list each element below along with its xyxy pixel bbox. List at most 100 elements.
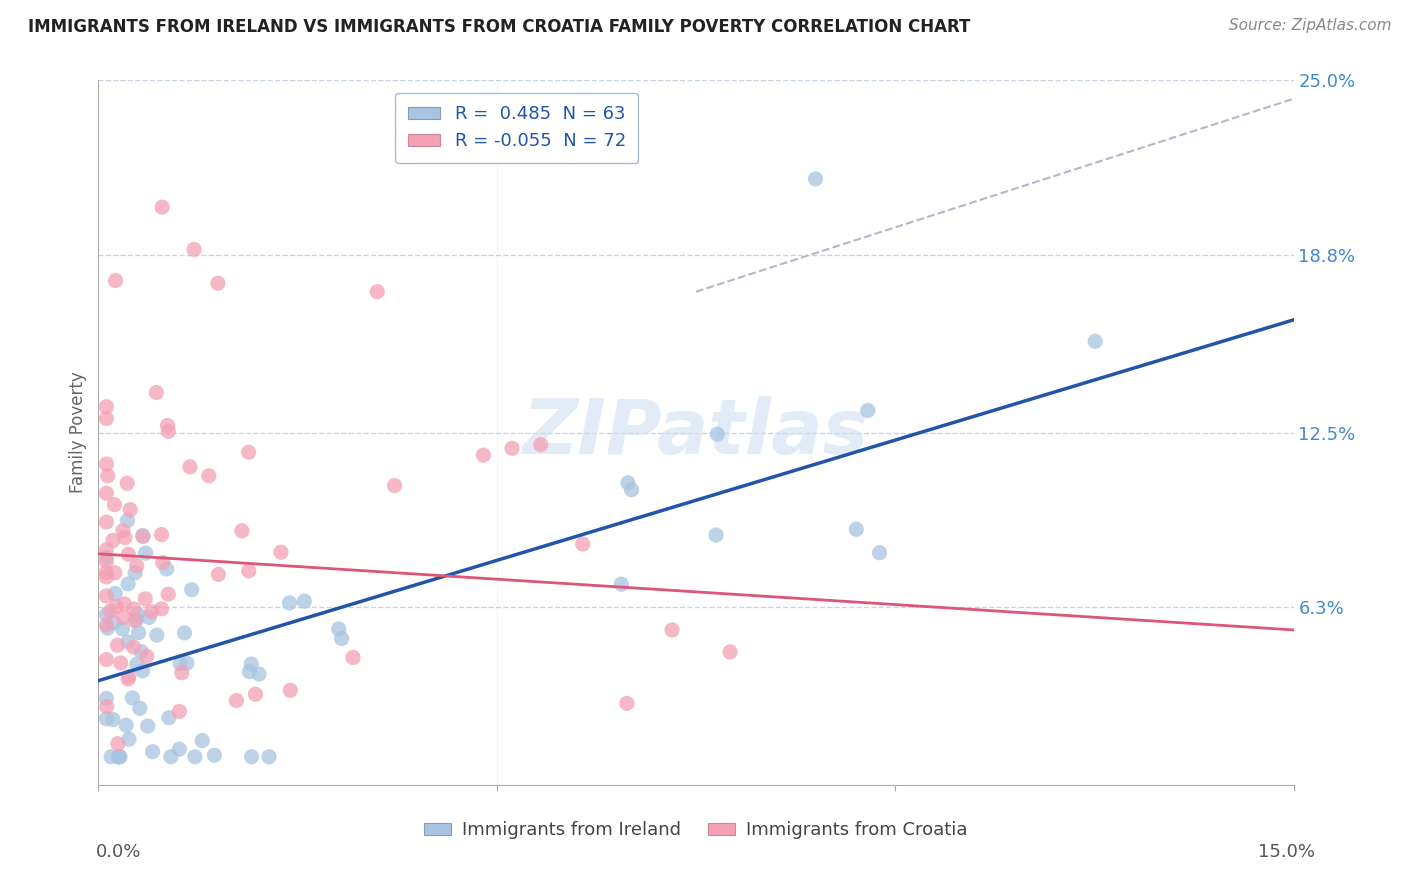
Point	[117, 577, 139, 591]
Point	[125, 613, 148, 627]
Point	[238, 665, 260, 679]
Point	[150, 200, 173, 214]
Point	[96, 691, 118, 706]
Point	[101, 713, 124, 727]
Text: Source: ZipAtlas.com: Source: ZipAtlas.com	[1229, 18, 1392, 33]
Point	[117, 635, 139, 649]
Point	[100, 749, 122, 764]
Point	[122, 640, 145, 654]
Point	[118, 732, 141, 747]
Point	[96, 411, 118, 425]
Point	[96, 712, 118, 726]
Point	[96, 618, 118, 632]
Point	[142, 745, 165, 759]
Point	[718, 645, 741, 659]
Point	[96, 542, 118, 557]
Point	[96, 515, 118, 529]
Point	[96, 607, 118, 622]
Point	[278, 683, 301, 698]
Point	[96, 566, 118, 580]
Point	[96, 550, 118, 565]
Point	[183, 243, 205, 257]
Point	[156, 418, 179, 433]
Point	[105, 638, 128, 652]
Point	[138, 610, 160, 624]
Point	[114, 531, 136, 545]
Point	[125, 558, 148, 573]
Point	[135, 546, 157, 560]
Point	[245, 687, 267, 701]
Point	[134, 591, 156, 606]
Point	[96, 570, 118, 584]
Point	[179, 459, 201, 474]
Point	[128, 701, 150, 715]
Point	[169, 705, 191, 719]
Point	[96, 699, 118, 714]
Point	[238, 564, 260, 578]
Point	[869, 546, 891, 560]
Point	[108, 749, 131, 764]
Text: 15.0%: 15.0%	[1257, 843, 1315, 861]
Point	[124, 566, 146, 580]
Point	[107, 737, 129, 751]
Point	[384, 478, 406, 492]
Point	[157, 425, 180, 439]
Point	[122, 602, 145, 616]
Point	[105, 599, 128, 614]
Point	[231, 524, 253, 538]
Point	[661, 623, 683, 637]
Point	[366, 285, 388, 299]
Y-axis label: Family Poverty: Family Poverty	[69, 372, 87, 493]
Point	[121, 690, 143, 705]
Point	[146, 628, 169, 642]
Point	[240, 657, 263, 672]
Point	[240, 749, 263, 764]
Point	[96, 486, 118, 500]
Point	[616, 696, 638, 710]
Point	[145, 385, 167, 400]
Point	[98, 604, 121, 618]
Point	[501, 442, 523, 456]
Legend: Immigrants from Ireland, Immigrants from Croatia: Immigrants from Ireland, Immigrants from…	[418, 814, 974, 847]
Point	[1084, 334, 1107, 349]
Point	[132, 530, 155, 544]
Point	[169, 742, 191, 756]
Point	[108, 749, 131, 764]
Point	[160, 749, 183, 764]
Point	[278, 596, 301, 610]
Point	[706, 427, 728, 442]
Point	[207, 277, 229, 291]
Point	[247, 667, 270, 681]
Point	[131, 664, 153, 678]
Point	[125, 657, 148, 672]
Point	[328, 622, 350, 636]
Point	[257, 749, 280, 764]
Point	[270, 545, 292, 559]
Point	[202, 748, 225, 763]
Point	[107, 749, 129, 764]
Point	[112, 610, 135, 624]
Point	[96, 555, 118, 569]
Point	[104, 274, 127, 288]
Point	[115, 476, 138, 491]
Point	[617, 475, 640, 490]
Point	[180, 582, 202, 597]
Point	[110, 656, 132, 670]
Point	[104, 566, 127, 580]
Point	[128, 625, 150, 640]
Point	[111, 622, 134, 636]
Point	[136, 719, 159, 733]
Point	[127, 607, 149, 621]
Point	[101, 533, 124, 548]
Point	[156, 562, 179, 576]
Point	[198, 468, 221, 483]
Point	[96, 621, 118, 635]
Point	[117, 547, 139, 561]
Point	[530, 437, 553, 451]
Point	[157, 587, 180, 601]
Point	[330, 632, 353, 646]
Point	[191, 733, 214, 747]
Point	[115, 718, 138, 732]
Point	[157, 711, 180, 725]
Point	[292, 594, 315, 608]
